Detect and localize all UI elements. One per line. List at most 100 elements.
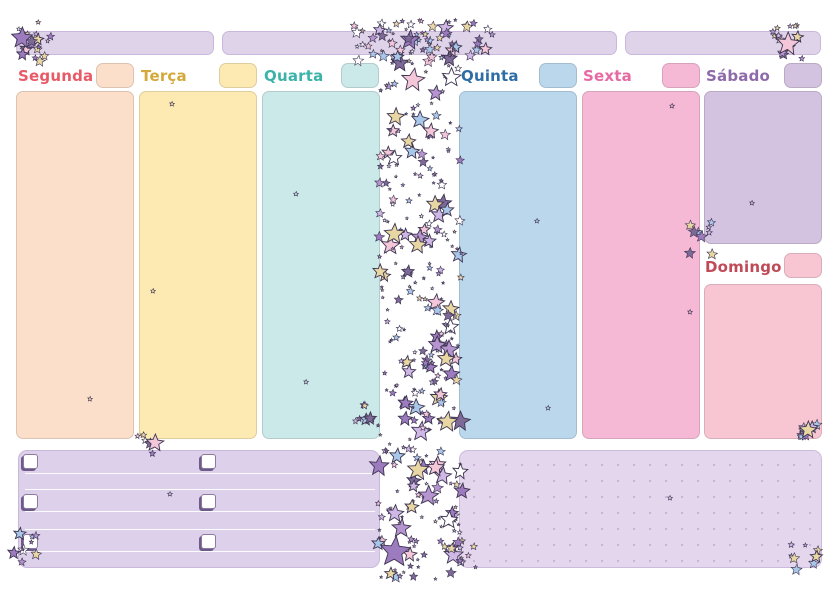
star-icon bbox=[6, 545, 22, 560]
star-icon bbox=[451, 46, 456, 51]
star-icon bbox=[443, 543, 465, 565]
star-icon bbox=[407, 437, 413, 442]
swatch-sabado bbox=[784, 63, 822, 88]
day-box-segunda[interactable] bbox=[16, 91, 134, 439]
star-icon bbox=[400, 444, 407, 450]
star-icon bbox=[464, 551, 472, 559]
star-icon bbox=[20, 546, 26, 552]
star-icon bbox=[398, 357, 405, 365]
star-icon bbox=[39, 50, 50, 61]
star-icon bbox=[456, 522, 461, 527]
day-box-domingo[interactable] bbox=[704, 284, 822, 439]
todo-checkbox[interactable] bbox=[201, 534, 216, 549]
star-icon bbox=[376, 29, 389, 42]
star-icon bbox=[684, 219, 697, 231]
star-icon bbox=[439, 524, 444, 529]
star-icon bbox=[705, 228, 714, 236]
todo-checkbox[interactable] bbox=[23, 454, 38, 469]
star-icon bbox=[448, 481, 454, 486]
star-icon bbox=[412, 537, 420, 545]
star-icon bbox=[393, 294, 404, 305]
star-icon bbox=[303, 378, 310, 385]
star-icon bbox=[423, 69, 429, 74]
day-label-domingo: Domingo bbox=[705, 258, 782, 276]
todo-checkbox[interactable] bbox=[23, 494, 38, 509]
star-icon bbox=[774, 31, 783, 40]
day-box-sabado[interactable] bbox=[704, 91, 822, 244]
star-icon bbox=[442, 309, 455, 322]
star-icon bbox=[392, 332, 401, 342]
star-icon bbox=[15, 26, 22, 32]
day-box-quarta[interactable] bbox=[262, 91, 380, 439]
star-icon bbox=[437, 515, 442, 521]
todo-line bbox=[25, 529, 375, 530]
todo-checkbox[interactable] bbox=[201, 494, 216, 509]
star-icon bbox=[423, 43, 436, 55]
star-icon bbox=[419, 457, 425, 463]
star-icon bbox=[452, 313, 458, 319]
star-icon bbox=[453, 481, 471, 499]
star-icon bbox=[354, 43, 360, 50]
star-icon bbox=[411, 387, 417, 392]
star-icon bbox=[418, 345, 429, 356]
star-icon bbox=[150, 287, 157, 294]
star-icon bbox=[417, 484, 440, 506]
star-icon bbox=[401, 570, 406, 575]
notes-panel[interactable] bbox=[459, 450, 822, 568]
star-icon bbox=[406, 19, 416, 29]
star-icon bbox=[451, 405, 457, 411]
star-icon bbox=[423, 303, 433, 312]
swatch-domingo bbox=[784, 253, 822, 278]
star-icon bbox=[435, 33, 445, 42]
star-icon bbox=[364, 41, 373, 50]
star-icon bbox=[372, 22, 387, 37]
star-icon bbox=[166, 490, 174, 497]
star-icon bbox=[455, 343, 461, 348]
star-icon bbox=[424, 453, 429, 458]
star-icon bbox=[439, 201, 455, 217]
star-icon bbox=[454, 246, 460, 251]
star-icon bbox=[392, 19, 401, 28]
star-icon bbox=[406, 58, 412, 64]
star-icon bbox=[389, 201, 396, 208]
day-box-terca[interactable] bbox=[139, 91, 257, 439]
star-icon bbox=[450, 245, 468, 264]
star-icon bbox=[533, 217, 541, 224]
star-icon bbox=[802, 542, 809, 548]
star-icon bbox=[32, 30, 40, 37]
swatch-sexta bbox=[662, 63, 700, 88]
star-icon bbox=[404, 111, 409, 116]
day-box-quinta[interactable] bbox=[459, 91, 577, 439]
star-icon bbox=[436, 537, 445, 545]
star-icon bbox=[419, 409, 425, 416]
star-icon bbox=[706, 217, 717, 227]
star-icon bbox=[412, 452, 422, 462]
star-icon bbox=[436, 410, 459, 432]
todo-checkbox[interactable] bbox=[201, 454, 216, 469]
star-icon bbox=[448, 39, 456, 48]
star-icon bbox=[427, 261, 432, 266]
star-icon bbox=[440, 280, 446, 285]
star-icon bbox=[409, 415, 419, 425]
star-icon bbox=[416, 172, 424, 179]
star-icon bbox=[407, 539, 412, 544]
star-icon bbox=[400, 182, 406, 188]
day-box-sexta[interactable] bbox=[582, 91, 700, 439]
star-icon bbox=[790, 563, 803, 576]
star-icon bbox=[441, 299, 461, 317]
star-icon bbox=[392, 567, 398, 573]
day-label-terca: Terça bbox=[141, 67, 187, 85]
star-icon bbox=[389, 337, 394, 342]
star-icon bbox=[349, 21, 359, 30]
star-icon bbox=[377, 49, 391, 62]
star-icon bbox=[87, 395, 94, 402]
star-icon bbox=[411, 111, 416, 117]
star-icon bbox=[456, 529, 463, 536]
todo-line bbox=[25, 473, 375, 474]
star-icon bbox=[776, 47, 789, 59]
star-icon bbox=[448, 328, 453, 334]
star-icon bbox=[390, 31, 396, 36]
star-icon bbox=[422, 365, 427, 370]
star-icon bbox=[390, 49, 405, 63]
star-icon bbox=[400, 132, 417, 149]
